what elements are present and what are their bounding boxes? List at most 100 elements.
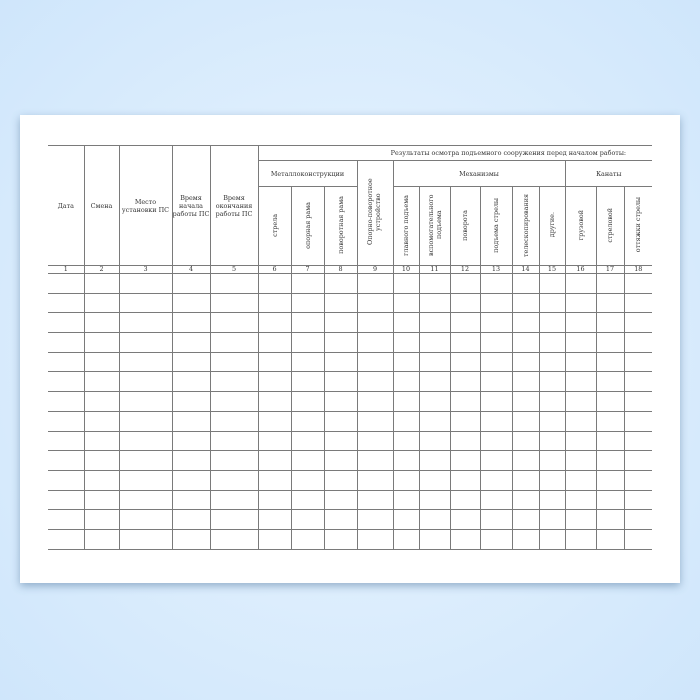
table-cell[interactable]: [418, 509, 451, 530]
table-cell[interactable]: [257, 489, 292, 511]
table-cell[interactable]: [48, 391, 85, 412]
table-cell[interactable]: [538, 430, 566, 452]
table-cell[interactable]: [257, 528, 292, 550]
table-cell[interactable]: [171, 489, 211, 511]
table-cell[interactable]: [511, 312, 540, 334]
table-cell[interactable]: [356, 391, 394, 412]
table-cell[interactable]: [392, 528, 420, 550]
table-cell[interactable]: [392, 292, 420, 314]
table-cell[interactable]: [418, 273, 451, 294]
table-cell[interactable]: [623, 489, 653, 511]
table-cell[interactable]: [356, 469, 394, 491]
table-cell[interactable]: [564, 509, 597, 530]
table-cell[interactable]: [290, 489, 325, 511]
table-cell[interactable]: [118, 528, 173, 550]
table-cell[interactable]: [449, 430, 481, 452]
table-cell[interactable]: [290, 391, 325, 412]
table-cell[interactable]: [257, 371, 292, 393]
table-cell[interactable]: [538, 273, 566, 294]
table-cell[interactable]: [538, 509, 566, 530]
table-cell[interactable]: [511, 410, 540, 432]
table-cell[interactable]: [290, 450, 325, 471]
table-cell[interactable]: [392, 332, 420, 353]
table-cell[interactable]: [479, 489, 513, 511]
table-cell[interactable]: [257, 273, 292, 294]
table-cell[interactable]: [356, 489, 394, 511]
table-cell[interactable]: [290, 312, 325, 334]
table-cell[interactable]: [449, 351, 481, 373]
table-cell[interactable]: [538, 332, 566, 353]
table-cell[interactable]: [118, 430, 173, 452]
table-cell[interactable]: [323, 292, 358, 314]
table-cell[interactable]: [209, 292, 259, 314]
table-cell[interactable]: [323, 528, 358, 550]
table-cell[interactable]: [209, 450, 259, 471]
table-cell[interactable]: [538, 528, 566, 550]
table-cell[interactable]: [449, 292, 481, 314]
table-cell[interactable]: [257, 292, 292, 314]
table-cell[interactable]: [595, 469, 625, 491]
table-cell[interactable]: [595, 371, 625, 393]
table-cell[interactable]: [356, 273, 394, 294]
table-cell[interactable]: [290, 292, 325, 314]
table-cell[interactable]: [595, 273, 625, 294]
table-cell[interactable]: [623, 528, 653, 550]
table-cell[interactable]: [209, 489, 259, 511]
table-cell[interactable]: [511, 371, 540, 393]
table-cell[interactable]: [418, 292, 451, 314]
table-cell[interactable]: [48, 273, 85, 294]
table-cell[interactable]: [595, 410, 625, 432]
table-cell[interactable]: [171, 391, 211, 412]
table-cell[interactable]: [449, 528, 481, 550]
table-cell[interactable]: [48, 489, 85, 511]
table-cell[interactable]: [290, 410, 325, 432]
table-cell[interactable]: [479, 332, 513, 353]
table-cell[interactable]: [48, 292, 85, 314]
table-cell[interactable]: [595, 430, 625, 452]
table-cell[interactable]: [356, 312, 394, 334]
table-cell[interactable]: [356, 430, 394, 452]
table-cell[interactable]: [449, 332, 481, 353]
table-cell[interactable]: [623, 410, 653, 432]
table-cell[interactable]: [48, 469, 85, 491]
table-cell[interactable]: [511, 450, 540, 471]
table-cell[interactable]: [257, 391, 292, 412]
table-cell[interactable]: [418, 410, 451, 432]
table-cell[interactable]: [257, 450, 292, 471]
table-cell[interactable]: [479, 410, 513, 432]
table-cell[interactable]: [449, 273, 481, 294]
table-cell[interactable]: [564, 351, 597, 373]
table-cell[interactable]: [257, 509, 292, 530]
table-cell[interactable]: [171, 509, 211, 530]
table-cell[interactable]: [356, 332, 394, 353]
table-cell[interactable]: [511, 528, 540, 550]
table-cell[interactable]: [209, 371, 259, 393]
table-cell[interactable]: [449, 391, 481, 412]
table-cell[interactable]: [538, 371, 566, 393]
table-cell[interactable]: [479, 371, 513, 393]
table-cell[interactable]: [118, 450, 173, 471]
table-cell[interactable]: [479, 469, 513, 491]
table-cell[interactable]: [48, 410, 85, 432]
table-cell[interactable]: [209, 273, 259, 294]
table-cell[interactable]: [83, 430, 120, 452]
table-cell[interactable]: [48, 450, 85, 471]
table-cell[interactable]: [511, 430, 540, 452]
table-cell[interactable]: [209, 410, 259, 432]
table-cell[interactable]: [257, 312, 292, 334]
table-cell[interactable]: [171, 292, 211, 314]
table-cell[interactable]: [595, 391, 625, 412]
table-cell[interactable]: [511, 469, 540, 491]
table-cell[interactable]: [209, 430, 259, 452]
table-cell[interactable]: [83, 312, 120, 334]
table-cell[interactable]: [564, 469, 597, 491]
table-cell[interactable]: [48, 332, 85, 353]
table-cell[interactable]: [209, 312, 259, 334]
table-cell[interactable]: [623, 332, 653, 353]
table-cell[interactable]: [171, 351, 211, 373]
table-cell[interactable]: [595, 528, 625, 550]
table-cell[interactable]: [538, 489, 566, 511]
table-cell[interactable]: [392, 351, 420, 373]
table-cell[interactable]: [356, 351, 394, 373]
table-cell[interactable]: [418, 469, 451, 491]
